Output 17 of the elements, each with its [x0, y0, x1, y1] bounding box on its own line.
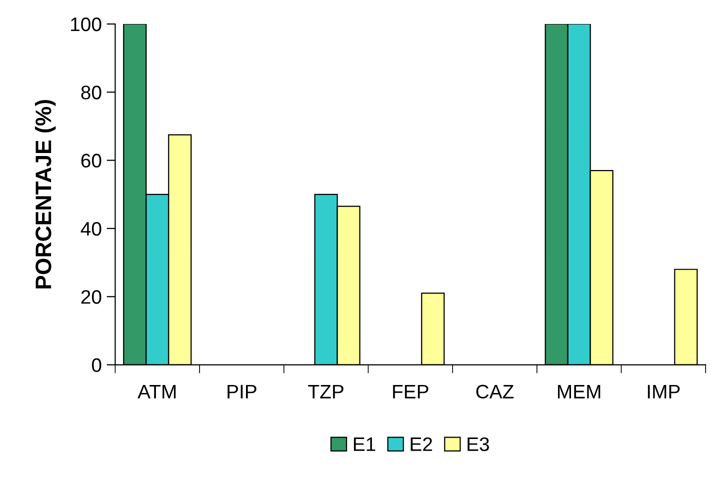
y-tick-label: 100 — [71, 17, 102, 32]
legend-label: E1 — [354, 438, 376, 451]
legend-label: E2 — [410, 437, 432, 451]
y-tick-label: 80 — [81, 86, 102, 100]
x-tick-label: CAZ — [476, 384, 514, 399]
x-tick-label: MEM — [558, 384, 600, 398]
x-tick-label: TZP — [308, 384, 344, 398]
x-tick-label: FEP — [393, 384, 428, 398]
x-tick-label: PIP — [228, 384, 256, 398]
y-axis-title: PORCENTAJE (%) — [34, 100, 56, 288]
y-tick-label: 0 — [92, 358, 102, 372]
y-tick-label: 60 — [81, 154, 102, 168]
legend-label: E3 — [468, 437, 489, 452]
y-tick-label: 40 — [80, 222, 102, 236]
y-tick-label: 20 — [81, 290, 102, 304]
x-tick-label: IMP — [648, 384, 680, 398]
x-tick-label: ATM — [138, 384, 176, 398]
